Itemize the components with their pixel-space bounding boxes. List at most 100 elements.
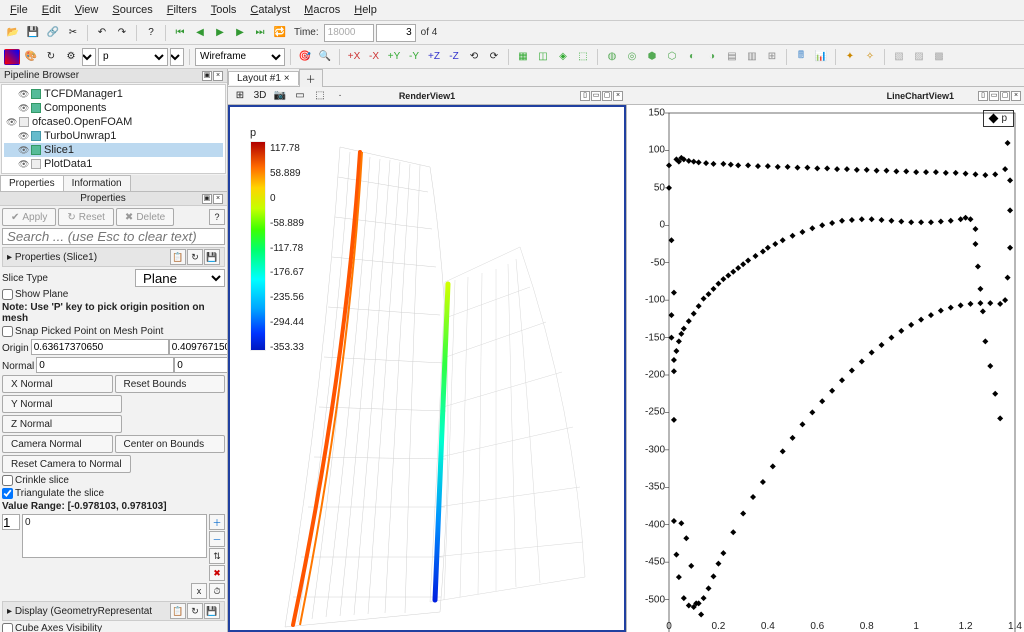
tree-item[interactable]: 👁Slice1 xyxy=(4,143,223,157)
rv-split-h-icon[interactable]: ▯ xyxy=(580,91,590,101)
gear-icon[interactable]: ⚙ xyxy=(62,48,80,66)
reset3-icon[interactable]: ↻ xyxy=(187,603,203,619)
filter2-icon[interactable]: ◎ xyxy=(623,48,641,66)
x-normal-button[interactable]: X Normal xyxy=(2,375,113,393)
time-step-input[interactable] xyxy=(376,24,416,42)
vcr-play-icon[interactable]: ▶ xyxy=(211,24,229,42)
tab-information[interactable]: Information xyxy=(63,175,131,191)
copy2-icon[interactable]: 📋 xyxy=(170,603,186,619)
rv-cam-icon[interactable]: 📷 xyxy=(271,87,289,105)
filter6-icon[interactable]: ◑ xyxy=(703,48,721,66)
filter7-icon[interactable]: ▤ xyxy=(723,48,741,66)
rot-90-icon[interactable]: ⟳ xyxy=(485,48,503,66)
search-input[interactable] xyxy=(2,228,225,245)
rv-sel-icon[interactable]: ▭ xyxy=(291,87,309,105)
menu-view[interactable]: View xyxy=(69,2,105,18)
tree-item[interactable]: 👁TCFDManager1 xyxy=(4,87,223,101)
apply-button[interactable]: ✔ Apply xyxy=(2,208,56,226)
lut-icon[interactable]: 🎨 xyxy=(22,48,40,66)
calc-icon[interactable]: 🖩 xyxy=(792,48,810,66)
camera-normal-button[interactable]: Camera Normal xyxy=(2,435,113,453)
redo-icon[interactable]: ↷ xyxy=(113,24,131,42)
connect-icon[interactable]: 🔗 xyxy=(44,24,62,42)
menu-sources[interactable]: Sources xyxy=(106,2,158,18)
reload-icon[interactable]: ↻ xyxy=(42,48,60,66)
dock-icon[interactable]: ▣ xyxy=(202,71,212,81)
rv-pick-icon[interactable]: ⬚ xyxy=(311,87,329,105)
slice-type-select[interactable]: Plane xyxy=(135,269,225,287)
rv-pt-icon[interactable]: · xyxy=(331,87,349,105)
delete-button[interactable]: ✖ Delete xyxy=(116,208,174,226)
color-icon[interactable] xyxy=(4,49,20,65)
vcr-first-icon[interactable]: ⏮ xyxy=(171,24,189,42)
undo-icon[interactable]: ↶ xyxy=(93,24,111,42)
axis-px-icon[interactable]: +X xyxy=(345,48,363,66)
field-select[interactable]: p xyxy=(98,48,168,66)
tree-item[interactable]: 👁PlotData1 xyxy=(4,157,223,171)
save3-icon[interactable]: 💾 xyxy=(204,603,220,619)
section-properties-slice[interactable]: ▸ Properties (Slice1) 📋↻💾 xyxy=(2,247,225,267)
lc-split-v-icon[interactable]: ▭ xyxy=(989,91,999,101)
val-add-icon[interactable]: ＋ xyxy=(209,514,225,530)
val-t-icon[interactable]: ⏱ xyxy=(209,583,225,599)
menu-catalyst[interactable]: Catalyst xyxy=(244,2,296,18)
axis-nx-icon[interactable]: -X xyxy=(365,48,383,66)
tree-item[interactable]: 👁TurboUnwrap1 xyxy=(4,129,223,143)
tree-item[interactable]: 👁ofcase0.OpenFOAM xyxy=(4,171,223,174)
cube1-icon[interactable]: ⬚ xyxy=(574,48,592,66)
val-x-icon[interactable]: x xyxy=(191,583,207,599)
rv-3d-icon[interactable]: 3D xyxy=(251,87,269,105)
filter1-icon[interactable]: ◍ xyxy=(603,48,621,66)
reset-button[interactable]: ↻ Reset xyxy=(58,208,114,226)
cube-axes-checkbox[interactable] xyxy=(2,623,13,632)
pipeline-tree[interactable]: 👁TCFDManager1👁Components👁ofcase0.OpenFOA… xyxy=(1,84,226,174)
y-normal-button[interactable]: Y Normal xyxy=(2,395,122,413)
axis-pz-icon[interactable]: +Z xyxy=(425,48,443,66)
other1-icon[interactable]: ✦ xyxy=(841,48,859,66)
val-count-input[interactable] xyxy=(2,514,20,530)
representation-select[interactable]: Wireframe xyxy=(195,48,285,66)
tree-item[interactable]: 👁Components xyxy=(4,101,223,115)
snap-checkbox[interactable] xyxy=(2,326,13,337)
render-view[interactable]: p 117.7858.8890-58.889-117.78-176.67-235… xyxy=(228,105,626,632)
disconnect-icon[interactable]: ✂ xyxy=(64,24,82,42)
crinkle-checkbox[interactable] xyxy=(2,475,13,486)
vcr-loop-icon[interactable]: 🔁 xyxy=(271,24,289,42)
zoom-icon[interactable]: 🔍 xyxy=(316,48,334,66)
layout-add-button[interactable]: ＋ xyxy=(299,69,323,87)
val-del-icon[interactable]: ✖ xyxy=(209,565,225,581)
tab-properties[interactable]: Properties xyxy=(0,175,64,191)
rv-split-v-icon[interactable]: ▭ xyxy=(591,91,601,101)
copy-icon[interactable]: 📋 xyxy=(170,249,186,265)
origin-x-input[interactable] xyxy=(31,339,169,355)
sel-icon[interactable]: ▦ xyxy=(514,48,532,66)
tree-item[interactable]: 👁ofcase0.OpenFOAM xyxy=(4,115,223,129)
rot90-icon[interactable]: ⟲ xyxy=(465,48,483,66)
z-normal-button[interactable]: Z Normal xyxy=(2,415,122,433)
value-list[interactable]: 0 xyxy=(22,514,207,558)
filter9-icon[interactable]: ⊞ xyxy=(763,48,781,66)
menu-tools[interactable]: Tools xyxy=(205,2,243,18)
rv-max-icon[interactable]: ▢ xyxy=(602,91,612,101)
vcr-back-icon[interactable]: ◀ xyxy=(191,24,209,42)
layers2-icon[interactable]: ▨ xyxy=(910,48,928,66)
val-sub-icon[interactable]: － xyxy=(209,531,225,547)
show-plane-checkbox[interactable] xyxy=(2,289,13,300)
filter8-icon[interactable]: ▥ xyxy=(743,48,761,66)
origin-y-input[interactable] xyxy=(169,339,227,355)
layers3-icon[interactable]: ▩ xyxy=(930,48,948,66)
rv-close-icon[interactable]: × xyxy=(613,91,623,101)
time-value-input[interactable] xyxy=(324,24,374,42)
menu-help[interactable]: Help xyxy=(348,2,383,18)
menu-filters[interactable]: Filters xyxy=(161,2,203,18)
center-bounds-button[interactable]: Center on Bounds xyxy=(115,435,226,453)
triangulate-checkbox[interactable] xyxy=(2,488,13,499)
val-range-icon[interactable]: ⇅ xyxy=(209,548,225,564)
section-display[interactable]: ▸ Display (GeometryRepresentat 📋↻💾 xyxy=(2,601,225,621)
vcr-last-icon[interactable]: ⏭ xyxy=(251,24,269,42)
menu-edit[interactable]: Edit xyxy=(36,2,67,18)
component-select[interactable] xyxy=(82,48,96,66)
help-button[interactable]: ? xyxy=(209,209,225,225)
normal-x-input[interactable] xyxy=(36,357,174,373)
close2-icon[interactable]: × xyxy=(213,194,223,204)
